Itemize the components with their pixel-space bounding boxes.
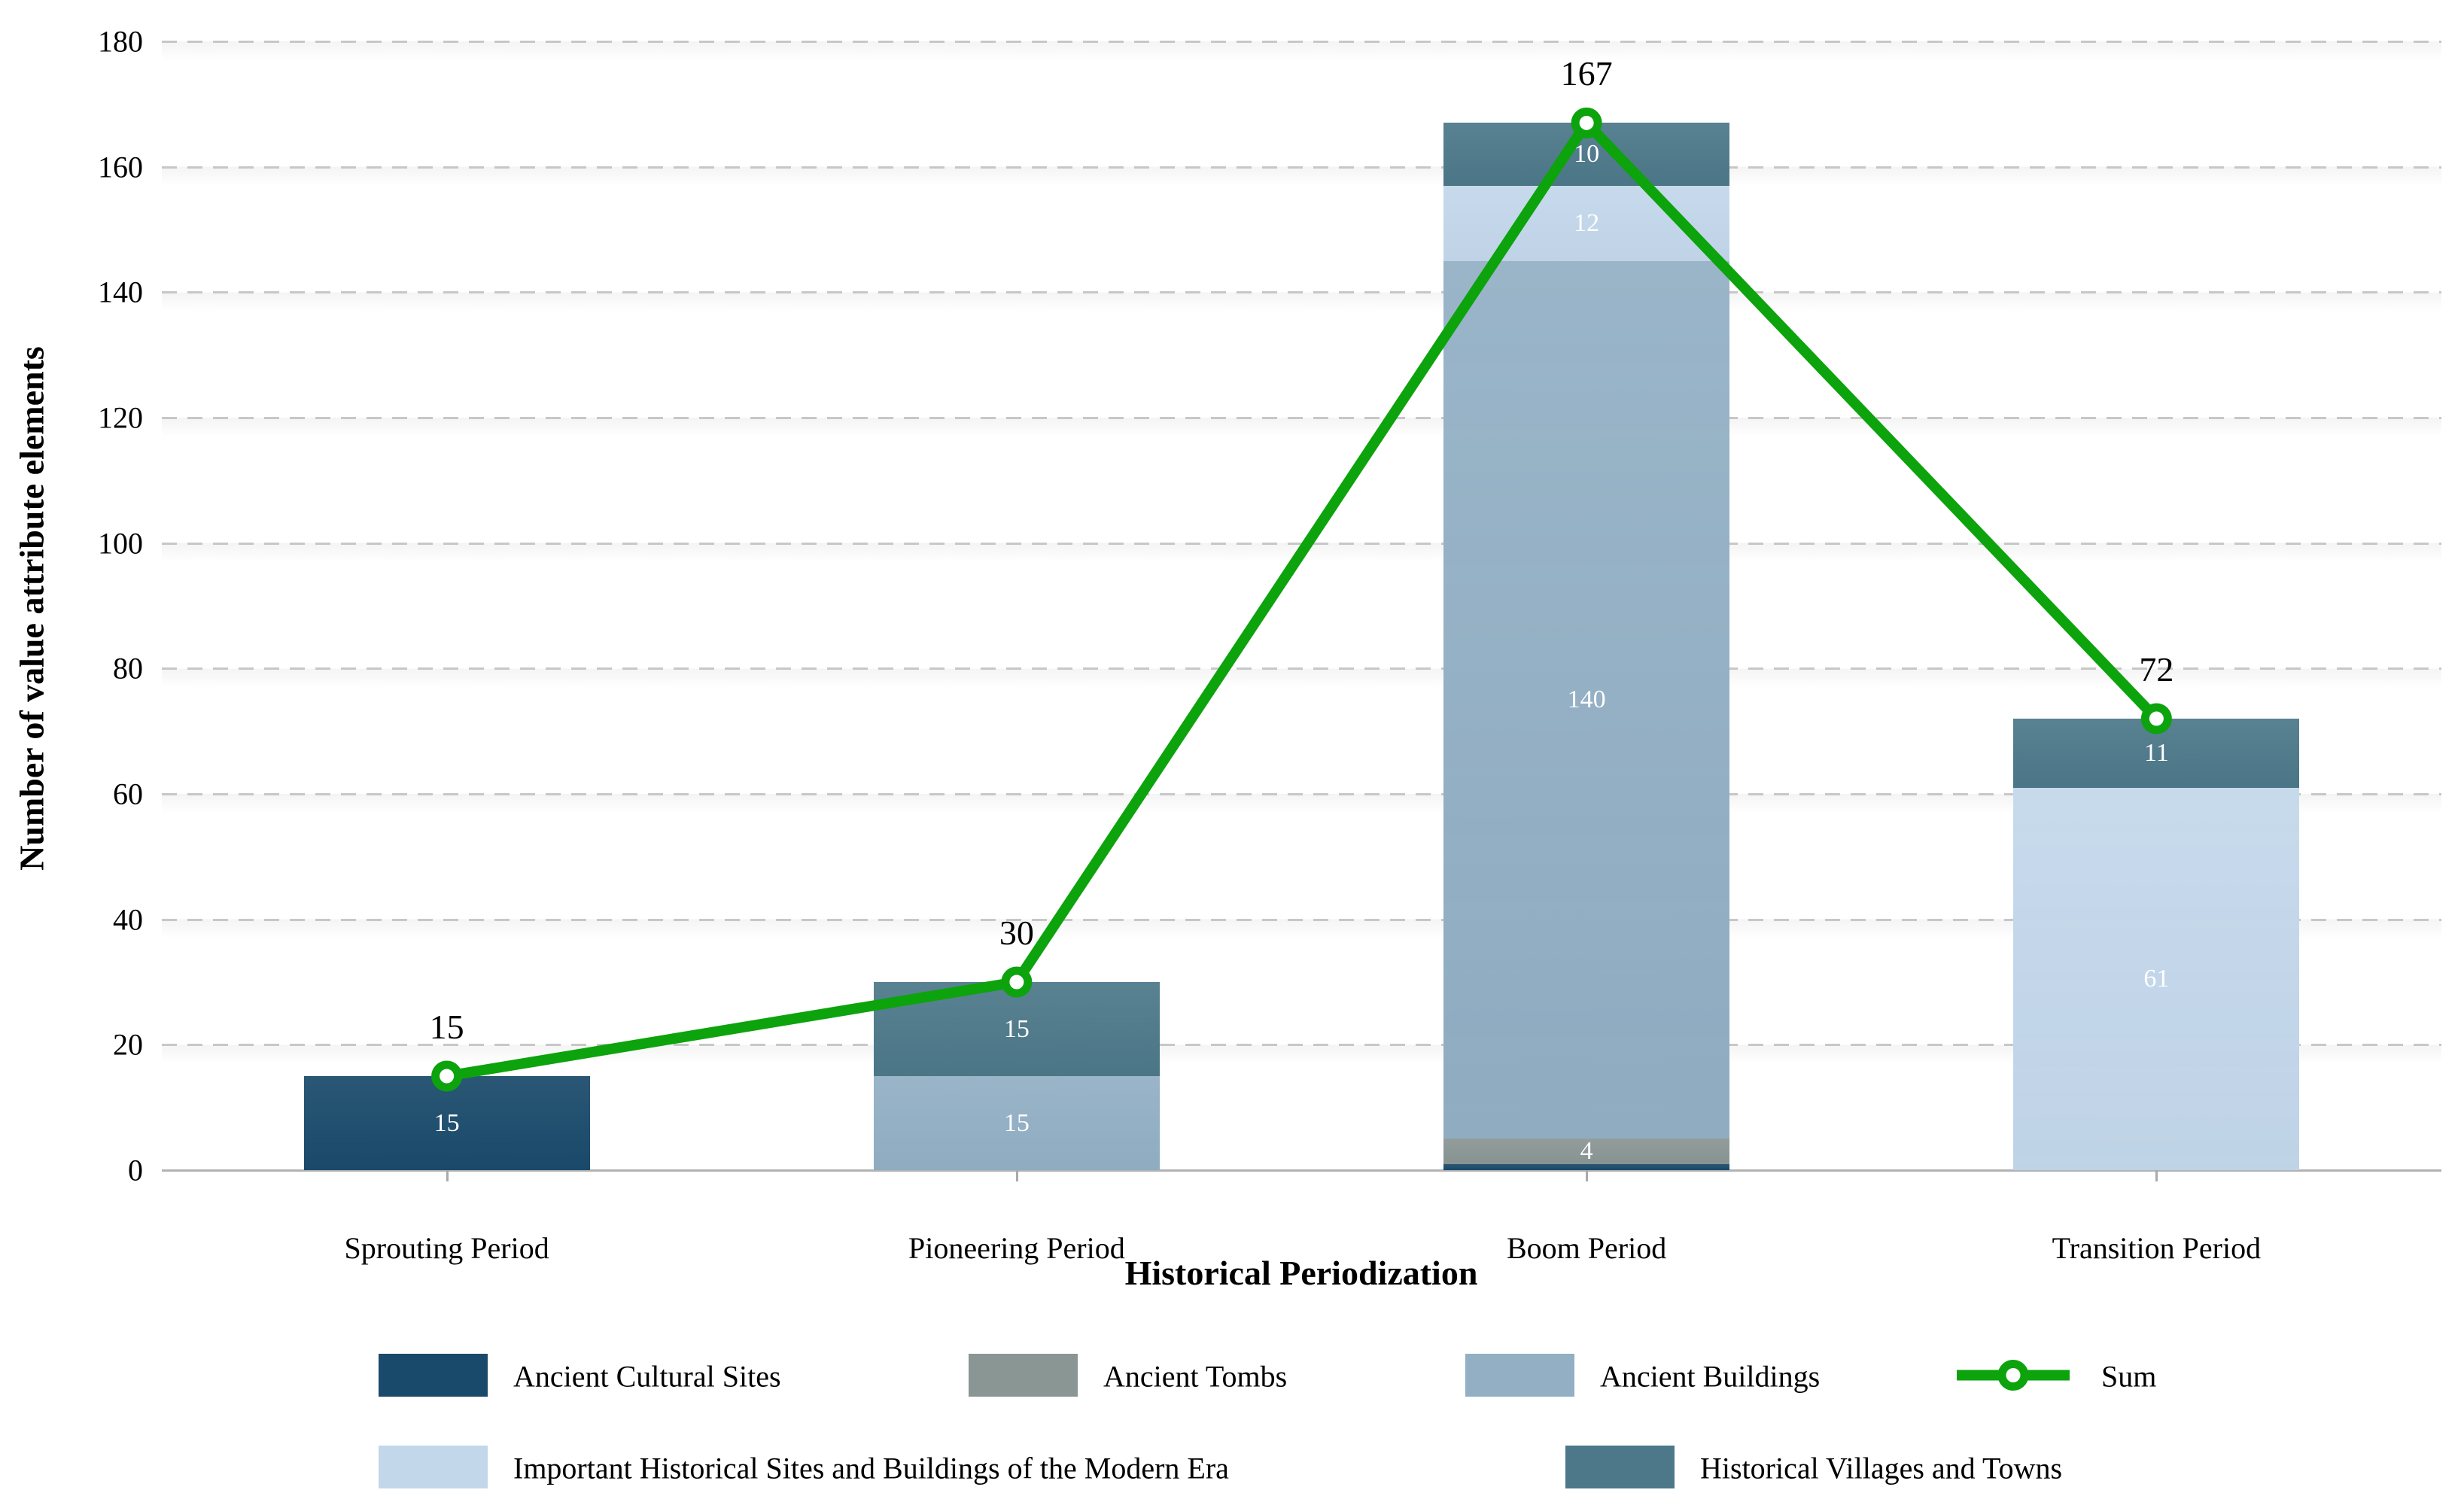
x-category-label: Boom Period — [1507, 1231, 1667, 1265]
sum-line-marker-icon — [1957, 1360, 2070, 1391]
sum-marker — [2140, 703, 2172, 734]
legend-label: Sum — [2101, 1359, 2157, 1394]
sum-annotation: 72 — [2139, 650, 2174, 689]
important-historical-sites-swatch — [379, 1446, 488, 1488]
gridline-y-60 — [162, 793, 2441, 795]
x-category-label: Pioneering Period — [908, 1231, 1125, 1265]
y-tick-label-60: 60 — [113, 777, 143, 811]
plot-area: 15 Sprouting Period 15 15 Pioneering Period 4… — [162, 41, 2441, 1265]
y-tick-label-40: 40 — [113, 902, 143, 937]
x-category-label: Transition Period — [2052, 1231, 2262, 1265]
y-tick-label-160: 160 — [98, 150, 143, 184]
legend-label: Ancient Buildings — [1600, 1359, 1821, 1394]
y-tick-label-180: 180 — [98, 24, 143, 59]
sum-line — [431, 107, 2172, 1092]
x-axis-line — [162, 1169, 2441, 1172]
gridline-y-180 — [162, 41, 2441, 43]
y-tick-label-0: 0 — [128, 1153, 143, 1187]
gridline-y-140 — [162, 291, 2441, 294]
stacked-bar-boom-period: 4 140 12 10 — [1443, 41, 1730, 1170]
bar-segment: 15 — [873, 982, 1160, 1076]
sum-annotation: 30 — [999, 914, 1034, 952]
y-tick-label-20: 20 — [113, 1027, 143, 1062]
sum-annotation: 167 — [1560, 54, 1613, 93]
gridline-y-120 — [162, 417, 2441, 419]
x-axis-title: Historical Periodization — [1124, 1254, 1478, 1292]
x-tick — [1586, 1170, 1589, 1181]
stacked-bar-pioneering-period: 15 15 — [873, 41, 1160, 1170]
gridline-y-40 — [162, 918, 2441, 921]
gridline-y-80 — [162, 667, 2441, 670]
sum-annotation: 15 — [429, 1008, 464, 1046]
ancient-cultural-sites-swatch — [379, 1354, 488, 1397]
legend-label: Ancient Tombs — [1103, 1359, 1288, 1394]
ancient-buildings-swatch — [1465, 1354, 1574, 1397]
y-tick-label-80: 80 — [113, 651, 143, 686]
ancient-tombs-swatch — [969, 1354, 1078, 1397]
stacked-bar-transition-period: 61 11 — [2013, 41, 2300, 1170]
x-category-label: Sprouting Period — [344, 1231, 549, 1265]
sum-marker — [1001, 966, 1033, 998]
historical-villages-towns-swatch — [1565, 1446, 1675, 1488]
gridline-y-160 — [162, 166, 2441, 169]
legend-label: Important Historical Sites and Buildings… — [513, 1451, 1229, 1485]
legend-label: Historical Villages and Towns — [1700, 1451, 2063, 1485]
x-tick — [1015, 1170, 1018, 1181]
bar-segment: 140 — [1443, 260, 1730, 1139]
legend-label: Ancient Cultural Sites — [513, 1359, 781, 1394]
sum-marker — [431, 1060, 463, 1092]
bar-segment: 15 — [873, 1076, 1160, 1170]
y-axis-title: Number of value attribute elements — [12, 346, 51, 871]
sum-marker — [1571, 107, 1602, 138]
y-tick-label-120: 120 — [98, 400, 143, 435]
x-tick — [2155, 1170, 2158, 1181]
y-tick-label-100: 100 — [98, 526, 143, 561]
x-tick — [446, 1170, 449, 1181]
bar-segment — [1443, 1163, 1730, 1170]
bar-segment: 61 — [2013, 787, 2300, 1170]
gridline-y-20 — [162, 1044, 2441, 1047]
y-tick-label-140: 140 — [98, 275, 143, 309]
